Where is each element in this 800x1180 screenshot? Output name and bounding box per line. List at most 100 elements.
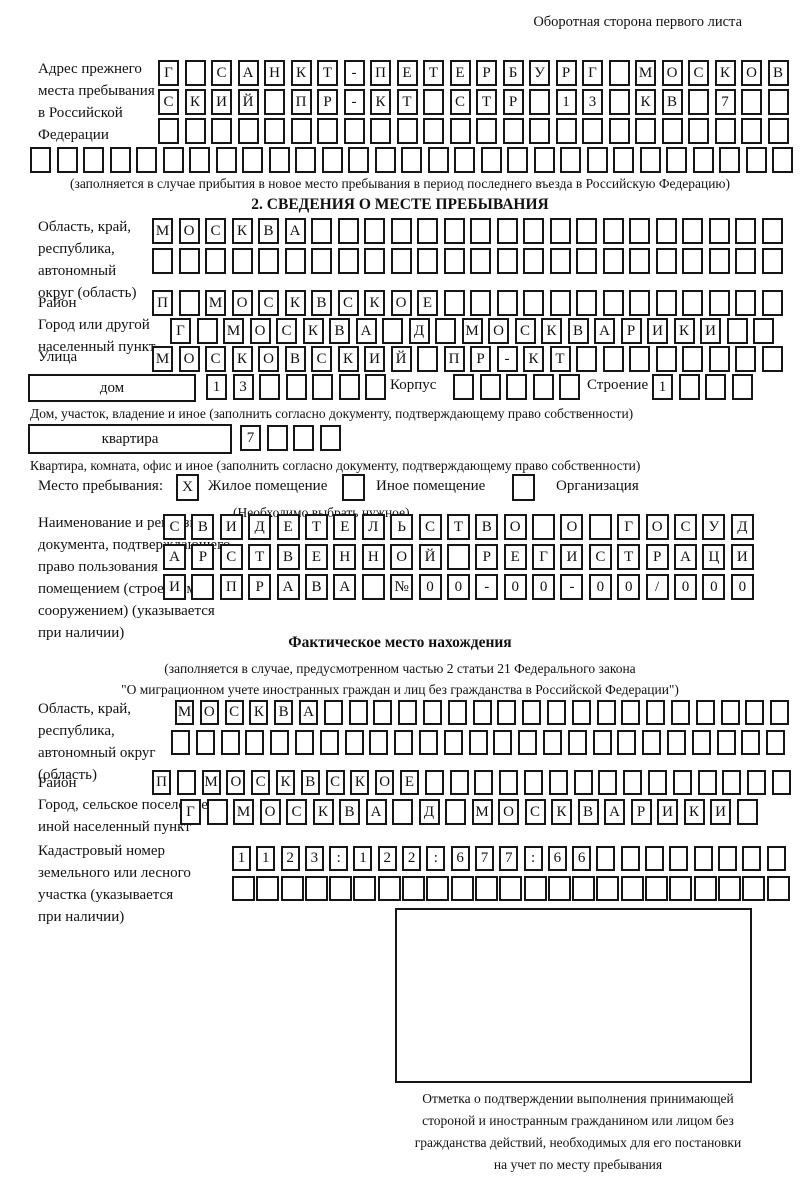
char-cell: 0 (532, 574, 556, 600)
actual-region-label: Область, край, республика, автономный ок… (38, 701, 156, 783)
char-cell (424, 770, 444, 795)
char-cell (280, 876, 304, 901)
char-cell: 3 (232, 374, 254, 400)
cadastral-label: Кадастровый номер земельного или лесного… (38, 843, 191, 925)
char-cell (493, 730, 513, 755)
char-cell: А (298, 700, 318, 725)
char-cell (231, 248, 253, 274)
char-cell (735, 248, 756, 274)
char-cell (766, 730, 786, 755)
char-cell: В (284, 346, 306, 372)
char-cell: Е (399, 770, 419, 795)
char-cell (472, 700, 492, 725)
char-cell (691, 730, 711, 755)
char-cell (522, 700, 542, 725)
char-cell (497, 700, 517, 725)
stamp-note: Отметка о подтверждении выполнения прини… (414, 1091, 742, 1172)
char-cell: С (524, 799, 546, 825)
char-cell (629, 290, 650, 316)
char-cell: 3 (582, 89, 603, 115)
char-cell: С (674, 514, 698, 540)
char-cell: И (219, 514, 243, 540)
char-cell: Т (446, 514, 470, 540)
char-cell: Р (620, 318, 642, 344)
district-label: Район (38, 295, 77, 311)
char-cell (390, 248, 412, 274)
char-cell: И (163, 574, 186, 600)
char-cell: О (560, 514, 584, 540)
char-cell (178, 290, 200, 316)
char-cell (655, 290, 677, 316)
char-cell (518, 730, 538, 755)
char-cell (348, 147, 369, 173)
korpus-grid-row (453, 374, 586, 400)
char-cell (474, 770, 494, 795)
char-cell: Е (449, 60, 471, 86)
char-cell: О (488, 318, 509, 344)
char-cell: С (205, 346, 226, 372)
char-cell (717, 876, 741, 901)
char-cell: Р (248, 574, 272, 600)
char-cell (237, 118, 259, 144)
char-cell (608, 89, 630, 115)
char-cell: А (276, 574, 300, 600)
char-cell: В (475, 514, 499, 540)
char-cell (259, 374, 280, 400)
char-cell (571, 700, 591, 725)
char-cell: М (175, 700, 194, 725)
char-cell: А (333, 574, 357, 600)
char-cell: Т (549, 346, 571, 372)
char-cell: Т (248, 544, 272, 570)
char-cell (396, 118, 418, 144)
char-cell: - (560, 574, 584, 600)
stay-option-other-label: Иное помещение (376, 478, 486, 494)
char-cell: Р (555, 60, 577, 86)
char-cell (559, 374, 580, 400)
char-cell: Р (630, 799, 652, 825)
char-cell: С (205, 218, 226, 244)
char-cell (708, 290, 730, 316)
char-cell: И (211, 89, 232, 115)
char-cell: М (152, 346, 173, 372)
char-cell (655, 248, 677, 274)
char-cell (258, 248, 279, 274)
char-cell (747, 770, 767, 795)
char-cell (284, 248, 306, 274)
char-cell (717, 846, 737, 871)
char-cell: С (276, 318, 297, 344)
char-cell: 7 (240, 425, 261, 451)
char-cell: К (714, 60, 736, 86)
char-cell (184, 118, 206, 144)
char-cell: К (350, 770, 370, 795)
char-cell: К (312, 799, 334, 825)
stay-option-organization-label: Организация (556, 478, 639, 494)
char-cell (329, 876, 353, 901)
char-cell: К (635, 89, 656, 115)
char-cell: Р (475, 544, 499, 570)
char-cell: В (661, 89, 683, 115)
char-cell (523, 248, 544, 274)
char-cell (576, 248, 597, 274)
char-cell: Г (532, 544, 556, 570)
char-cell: Г (170, 318, 191, 344)
char-cell (697, 770, 717, 795)
house-note: Дом, участок, владение и иное (заполнить… (30, 406, 634, 421)
char-cell: Р (191, 544, 215, 570)
char-cell (450, 876, 474, 901)
char-cell (418, 730, 438, 755)
char-cell: К (541, 318, 562, 344)
char-cell: К (302, 318, 324, 344)
char-cell (364, 218, 385, 244)
char-cell (602, 290, 624, 316)
char-cell: - (343, 60, 365, 86)
char-cell (692, 147, 714, 173)
char-cell (184, 60, 206, 86)
char-cell: О (375, 770, 395, 795)
char-cell (317, 118, 338, 144)
char-cell: С (311, 346, 332, 372)
char-cell: С (211, 60, 232, 86)
